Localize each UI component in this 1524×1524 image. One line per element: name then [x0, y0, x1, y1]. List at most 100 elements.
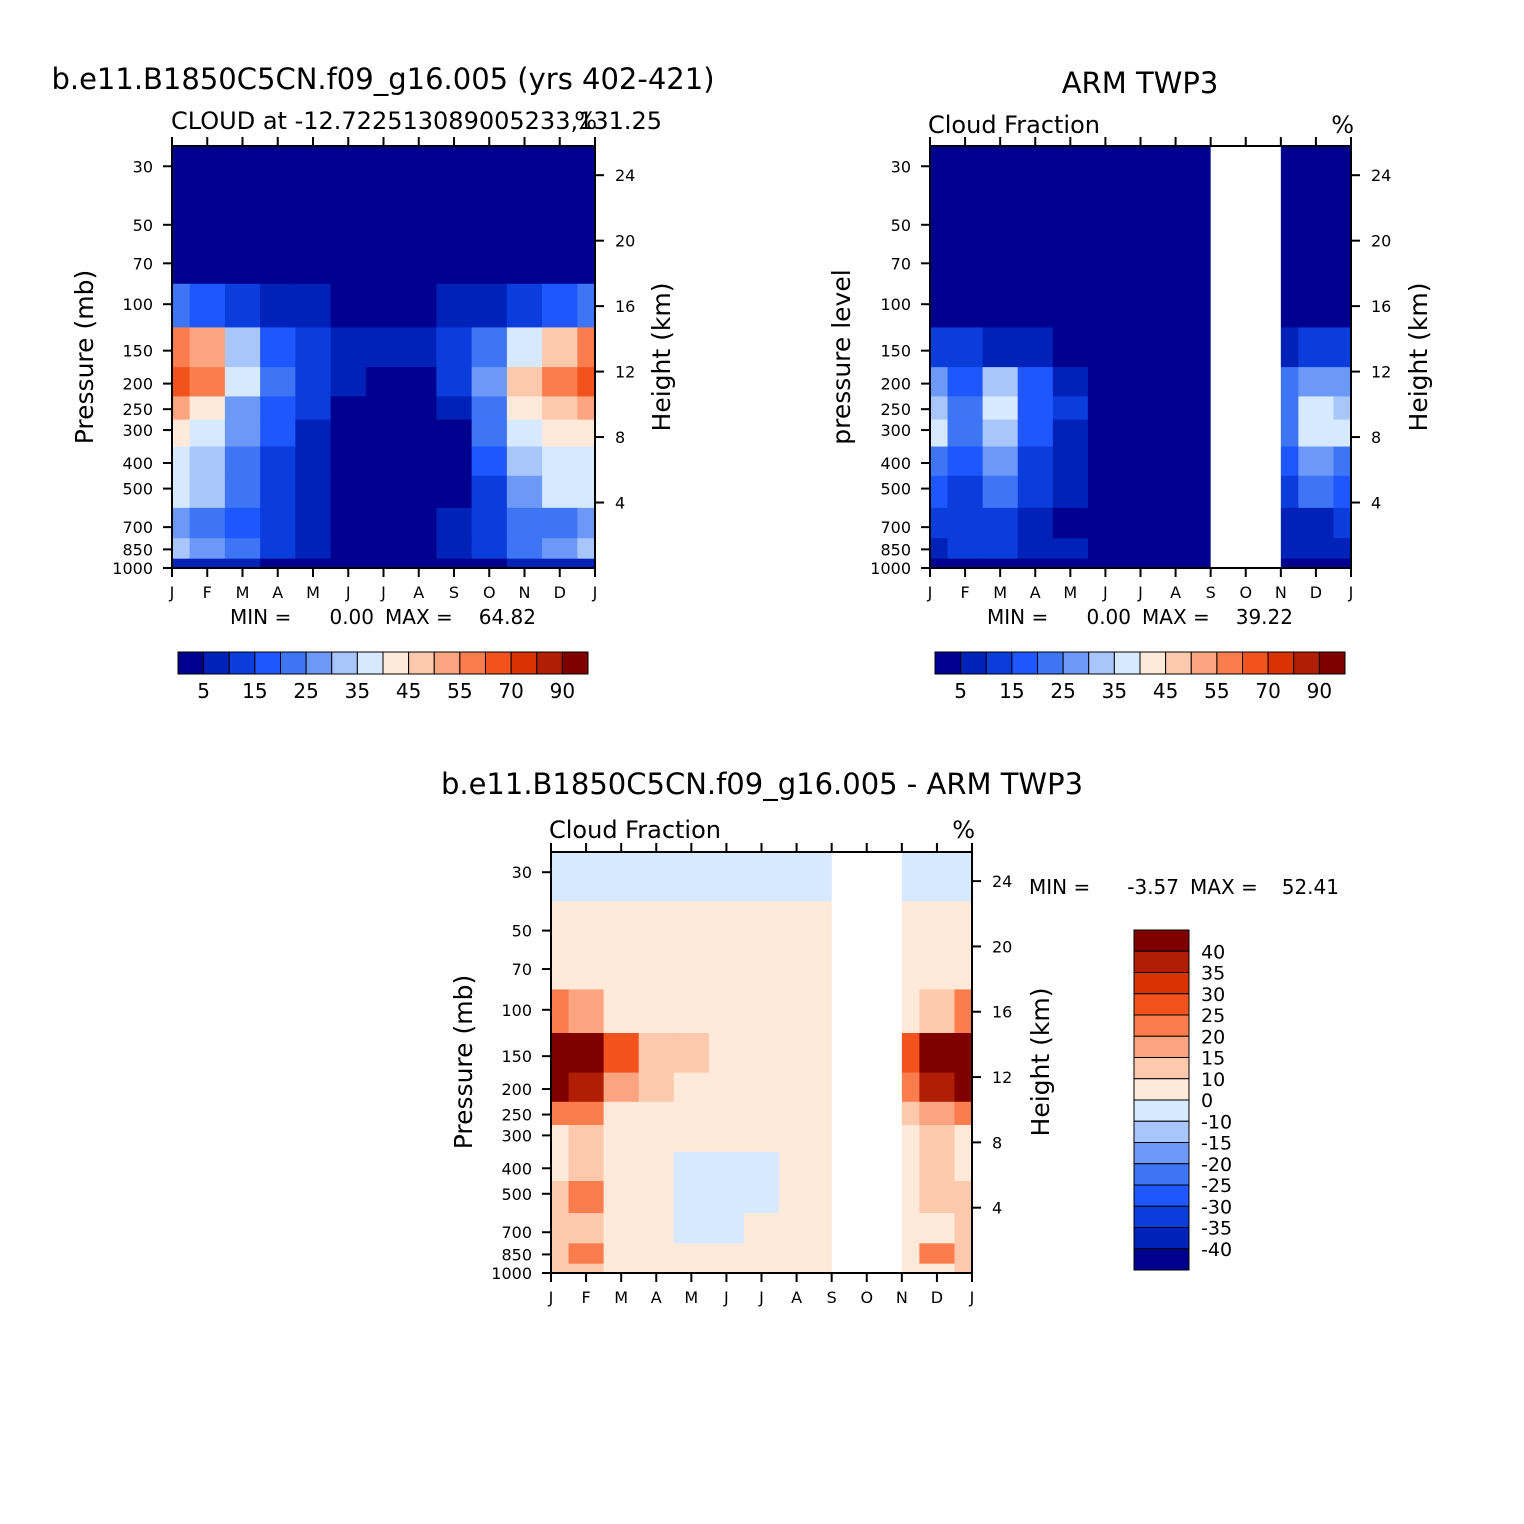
colorbar-swatch: [1133, 993, 1190, 1016]
heatmap-cell: [1017, 558, 1054, 569]
heatmap-cell: [506, 396, 543, 421]
height-tick-label: 4: [615, 494, 625, 513]
x-tick-label: A: [413, 583, 424, 602]
colorbar-label: -10: [1201, 1111, 1232, 1133]
heatmap-cell: [1122, 538, 1159, 560]
heatmap-cell: [330, 475, 367, 509]
heatmap-cell: [1052, 558, 1089, 569]
heatmap-cell: [743, 1072, 780, 1103]
heatmap-cell: [954, 1032, 973, 1074]
heatmap-cell: [982, 195, 1019, 245]
heatmap-cell: [471, 558, 508, 569]
y-tick-label: 250: [501, 1106, 532, 1125]
heatmap-cell: [603, 1263, 640, 1274]
heatmap-cell: [1333, 327, 1352, 368]
heatmap-cell: [1017, 244, 1054, 285]
heatmap-cell: [947, 146, 984, 197]
heatmap-cell: [189, 558, 226, 569]
heatmap-cell: [551, 901, 570, 951]
heatmap-cell: [542, 327, 578, 368]
colorbar-label: 25: [1201, 1005, 1225, 1027]
heatmap-cell: [603, 901, 640, 951]
colorbar-swatch: [356, 651, 384, 675]
heatmap-cell: [779, 949, 815, 991]
height-tick-label: 4: [992, 1199, 1002, 1218]
panel-diff-units: %: [952, 816, 975, 844]
heatmap-cell: [295, 146, 332, 197]
heatmap-cell: [568, 901, 605, 951]
heatmap-cell: [708, 852, 745, 903]
heatmap-cell: [1158, 558, 1194, 569]
heatmap-cell: [471, 396, 508, 421]
height-tick-label: 20: [1371, 232, 1391, 251]
heatmap-cell: [603, 1181, 640, 1214]
heatmap-cell: [551, 1243, 570, 1265]
panel-obs-min-value: 0.00: [1086, 605, 1131, 629]
y-tick-label: 400: [501, 1159, 532, 1178]
heatmap-cell: [1087, 538, 1124, 560]
heatmap-cell: [471, 507, 508, 539]
heatmap-cell: [1298, 507, 1335, 539]
heatmap-cell: [930, 558, 949, 569]
heatmap-cell: [673, 1101, 710, 1126]
colorbar-label: -15: [1201, 1133, 1232, 1155]
x-tick-label: M: [306, 583, 320, 602]
heatmap-cell: [436, 558, 473, 569]
heatmap-cell: [330, 538, 367, 560]
heatmap-cell: [919, 1101, 956, 1126]
heatmap-cell: [172, 367, 191, 397]
missing-data-band: [831, 852, 902, 1273]
heatmap-cell: [982, 475, 1019, 509]
heatmap-cell: [779, 852, 815, 903]
x-tick-label: F: [203, 583, 212, 602]
x-tick-label: J: [1348, 583, 1354, 602]
x-tick-label: J: [380, 583, 386, 602]
colorbar-label: 10: [1201, 1069, 1225, 1091]
colorbar-swatch: [1133, 1163, 1190, 1186]
heatmap-cell: [506, 419, 543, 448]
heatmap-cell: [189, 195, 226, 245]
heatmap-cell: [436, 446, 473, 477]
colorbar-swatch: [177, 651, 205, 675]
colorbar-swatch: [1139, 651, 1167, 675]
y-tick-label: 400: [880, 454, 911, 473]
heatmap-cell: [471, 367, 508, 397]
heatmap-cell: [1333, 283, 1352, 329]
heatmap-cell: [743, 1213, 780, 1244]
heatmap-cell: [673, 1072, 710, 1103]
heatmap-cell: [577, 419, 596, 448]
heatmap-cell: [982, 327, 1019, 368]
colorbar-swatch: [459, 651, 486, 675]
colorbar-swatch: [960, 651, 987, 675]
x-tick-label: S: [827, 1288, 837, 1307]
colorbar-swatch: [382, 651, 410, 675]
heatmap-cell: [884, 1263, 920, 1274]
heatmap-cell: [224, 446, 261, 477]
heatmap-cell: [743, 1032, 780, 1074]
heatmap-cell: [542, 146, 578, 197]
colorbar-label: 90: [550, 679, 575, 703]
heatmap-cell: [172, 475, 191, 509]
heatmap-cell: [401, 475, 437, 509]
heatmap-cell: [673, 989, 710, 1034]
colorbar-label: -25: [1201, 1175, 1232, 1197]
colorbar-label: 35: [1102, 679, 1127, 703]
heatmap-cell: [638, 1124, 675, 1153]
heatmap-cell: [506, 507, 543, 539]
heatmap-cell: [330, 327, 367, 368]
colorbar-swatch: [1242, 651, 1269, 675]
heatmap-cell: [189, 419, 226, 448]
heatmap-cell: [1122, 446, 1159, 477]
heatmap-cell: [708, 1263, 745, 1274]
heatmap-cell: [189, 538, 226, 560]
x-tick-label: J: [592, 583, 598, 602]
colorbar-label: 25: [293, 679, 318, 703]
heatmap-cell: [1298, 558, 1335, 569]
heatmap-cell: [295, 367, 332, 397]
colorbar-swatch: [510, 651, 538, 675]
heatmap-cell: [577, 507, 596, 539]
heatmap-cell: [506, 327, 543, 368]
heatmap-cell: [506, 244, 543, 285]
heatmap-cell: [295, 283, 332, 329]
heatmap-cell: [1017, 446, 1054, 477]
